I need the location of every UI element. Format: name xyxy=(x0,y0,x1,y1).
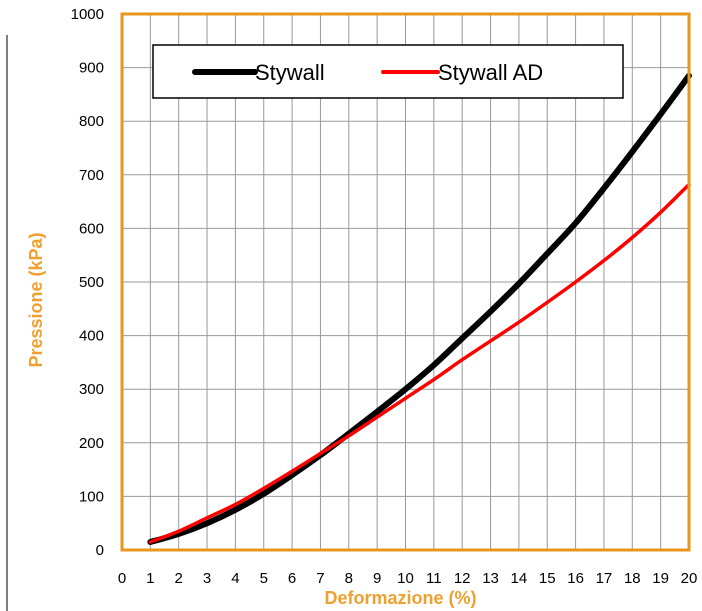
x-tick-label: 8 xyxy=(345,570,353,587)
legend-label-stywall: Stywall xyxy=(255,60,325,85)
x-tick-label: 20 xyxy=(681,570,698,587)
x-tick-label: 7 xyxy=(316,570,324,587)
y-axis-title: Pressione (kPa) xyxy=(26,232,46,367)
x-tick-label: 0 xyxy=(118,570,126,587)
legend-label-stywall-ad: Stywall AD xyxy=(438,60,543,85)
y-tick-label: 1000 xyxy=(71,6,104,23)
x-tick-label: 12 xyxy=(454,570,471,587)
x-tick-label: 9 xyxy=(373,570,381,587)
x-tick-label: 5 xyxy=(260,570,268,587)
series-layer xyxy=(147,72,692,545)
y-tick-label: 900 xyxy=(79,60,104,77)
series-line-stywall-ad xyxy=(148,182,691,544)
y-tick-label: 500 xyxy=(79,274,104,291)
x-tick-label: 6 xyxy=(288,570,296,587)
plot-area-border xyxy=(120,12,691,552)
y-tick-label: 400 xyxy=(79,328,104,345)
x-tick-label: 13 xyxy=(482,570,499,587)
y-tick-label: 0 xyxy=(96,542,104,559)
x-tick-label: 14 xyxy=(511,570,528,587)
x-tick-label: 15 xyxy=(539,570,556,587)
x-tick-label: 16 xyxy=(567,570,584,587)
x-tick-label: 11 xyxy=(426,570,442,587)
x-tick-label: 18 xyxy=(624,570,641,587)
series-line-stywall xyxy=(147,72,692,545)
x-tick-label: 17 xyxy=(596,570,613,587)
x-tick-label: 19 xyxy=(652,570,669,587)
x-axis-title: Deformazione (%) xyxy=(324,588,476,608)
x-tick-label: 1 xyxy=(146,570,154,587)
y-tick-labels: 0 100 200 300 400 500 600 700 800 900 1000 xyxy=(71,6,104,559)
y-tick-label: 600 xyxy=(79,220,104,237)
y-tick-label: 800 xyxy=(79,113,104,130)
x-tick-label: 10 xyxy=(397,570,414,587)
x-tick-label: 2 xyxy=(175,570,183,587)
y-tick-label: 300 xyxy=(79,381,104,398)
y-tick-label: 200 xyxy=(79,435,104,452)
y-tick-label: 100 xyxy=(79,488,104,505)
legend: Stywall Stywall AD xyxy=(152,44,624,99)
x-tick-labels: 0 1 2 3 4 5 6 7 8 9 10 11 12 13 14 15 16 17 18 19 20 xyxy=(118,570,698,587)
y-tick-label: 700 xyxy=(79,167,104,184)
x-tick-label: 3 xyxy=(203,570,211,587)
x-tick-label: 4 xyxy=(231,570,239,587)
